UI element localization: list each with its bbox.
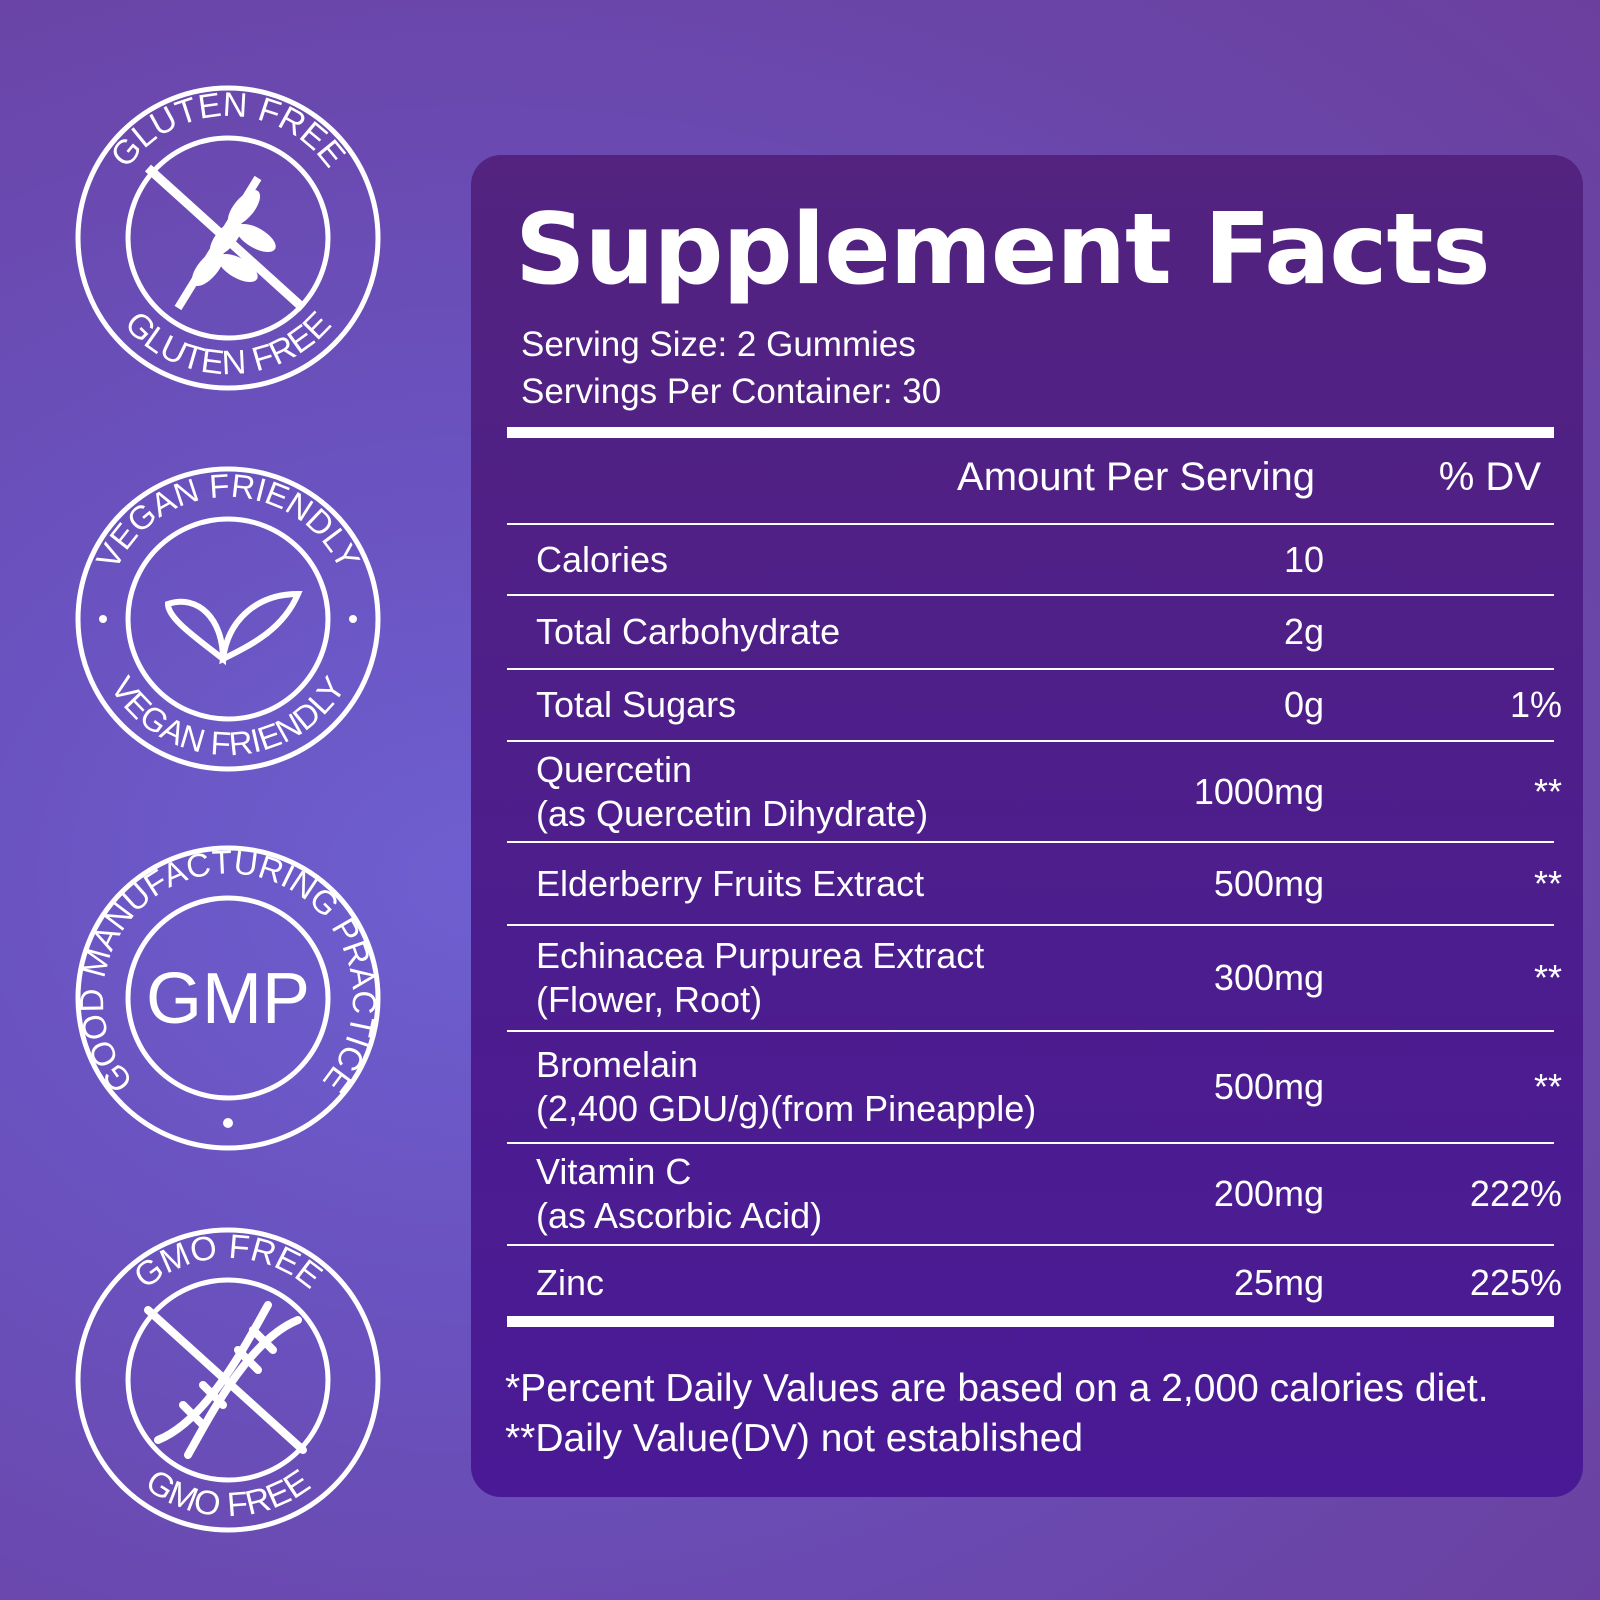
nutrient-amount: 500mg [1213,1066,1324,1107]
table-row: Calories 10 [507,525,1554,596]
nutrient-name: Zinc [536,1262,605,1303]
nutrient-name: Total Carbohydrate [536,611,841,652]
nutrient-source: (2,400 GDU/g)(from Pineapple) [536,1088,1037,1129]
nutrient-source: (as Ascorbic Acid) [536,1195,823,1236]
table-row: Zinc 25mg 225% [507,1246,1562,1320]
nutrient-amount: 0g [1283,684,1324,725]
footnote-dv: *Percent Daily Values are based on a 2,0… [505,1367,1489,1410]
badge-text-bottom: VEGAN FRIENDLY [104,670,352,763]
gluten-free-badge: GLUTEN FREE GLUTEN FREE [75,85,381,391]
nutrient-name: Total Sugars [536,684,737,725]
table-row: Elderberry Fruits Extract 500mg ** [507,843,1562,926]
nutrient-dv: ** [1533,957,1562,998]
nutrient-source: (as Quercetin Dihydrate) [536,792,929,834]
divider-thick-bottom [507,1316,1554,1327]
table-row: Total Sugars 0g 1% [507,670,1562,742]
footnote-not-established: **Daily Value(DV) not established [505,1417,1084,1460]
leaf-icon [164,590,303,666]
svg-text:GLUTEN FREE: GLUTEN FREE [103,86,352,175]
svg-text:VEGAN FRIENDLY: VEGAN FRIENDLY [104,670,352,763]
nutrient-name: Echinacea Purpurea Extract [536,935,985,976]
gmp-badge: GOOD MANUFACTURING PRACTICE GMP [75,845,381,1151]
nutrient-dv: 1% [1509,684,1562,725]
nutrient-dv: ** [1533,770,1562,812]
nutrient-amount: 10 [1283,538,1324,580]
gmp-text: GMP [146,959,310,1039]
facts-title: Supplement Facts [515,193,1491,307]
nutrient-name: Bromelain [536,1044,699,1085]
facts-table: Calories 10 Total Carbohydrate 2g Total Su… [507,523,1562,1320]
nutrient-amount: 200mg [1213,1173,1324,1214]
nutrient-dv: 222% [1469,1173,1562,1214]
servings-per-container: Servings Per Container: 30 [521,372,942,411]
header-dv: % DV [1438,455,1541,499]
svg-text:GLUTEN FREE: GLUTEN FREE [117,304,338,382]
nutrient-name: Quercetin [536,748,693,790]
table-row: Vitamin C (as Ascorbic Acid) 200mg 222% [507,1144,1562,1246]
supplement-facts-panel: Supplement Facts Serving Size: 2 Gummies… [471,155,1583,1497]
nutrient-name: Vitamin C [536,1151,692,1192]
nutrient-amount: 300mg [1213,957,1324,998]
badge-text-top: GLUTEN FREE [103,86,352,175]
table-row: Echinacea Purpurea Extract (Flower, Root)… [507,926,1562,1032]
divider-thick-top [507,427,1554,438]
nutrient-amount: 1000mg [1193,770,1324,812]
badge-text-top: GMO FREE [127,1228,329,1296]
nutrient-name: Calories [536,538,669,580]
gmo-free-badge: GMO FREE GMO FREE [75,1227,381,1533]
nutrient-dv: 225% [1469,1262,1562,1303]
nutrient-dv: ** [1533,862,1562,904]
header-amount: Amount Per Serving [957,455,1315,499]
nutrient-source: (Flower, Root) [536,979,763,1020]
nutrient-amount: 25mg [1233,1262,1324,1303]
badge-text-bottom: GLUTEN FREE [117,304,338,382]
nutrient-name: Elderberry Fruits Extract [536,862,925,904]
nutrient-dv: ** [1533,1066,1562,1107]
nutrient-amount: 2g [1283,611,1324,652]
serving-size: Serving Size: 2 Gummies [521,325,916,364]
wheat-crossed-icon [144,164,307,312]
table-row: Quercetin (as Quercetin Dihydrate) 1000mg *… [507,742,1562,843]
dna-crossed-icon [144,1301,307,1459]
vegan-friendly-badge: VEGAN FRIENDLY VEGAN FRIENDLY [75,466,381,772]
nutrient-amount: 500mg [1213,862,1324,904]
svg-text:GMO FREE: GMO FREE [127,1228,329,1296]
table-row: Bromelain (2,400 GDU/g)(from Pineapple) 50… [507,1032,1562,1144]
table-row: Total Carbohydrate 2g [507,596,1554,670]
